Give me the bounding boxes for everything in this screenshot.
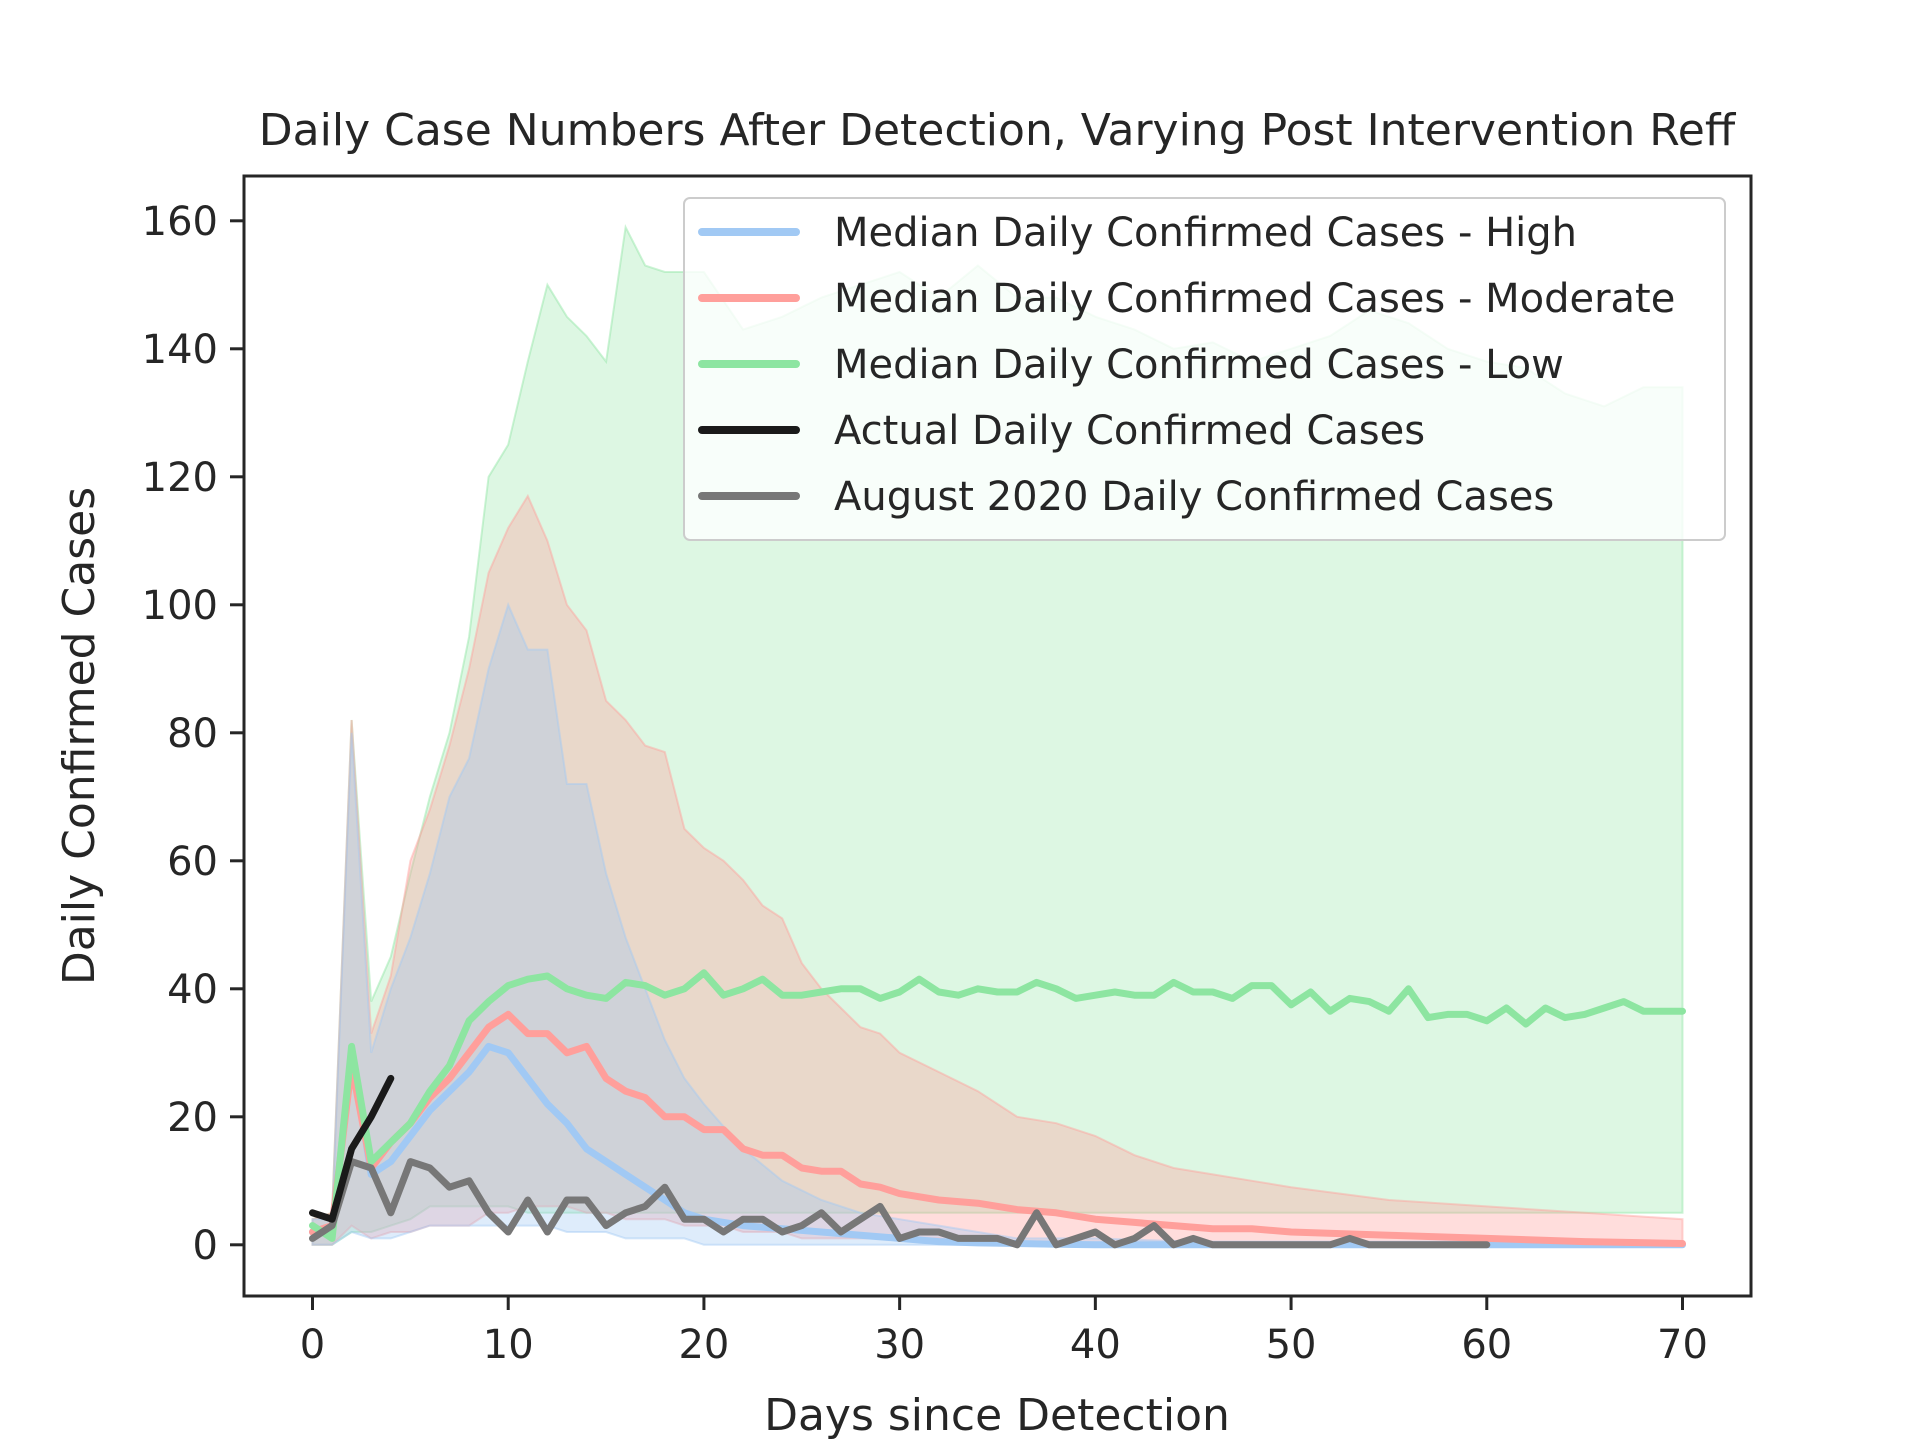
y-tick-label: 40 (167, 967, 218, 1013)
legend: Median Daily Confirmed Cases - High Media… (683, 197, 1726, 541)
series-line-august-2020-daily-confirmed-cases (309, 1158, 1491, 1249)
y-axis-label: Daily Confirmed Cases (54, 487, 105, 985)
y-tick-label: 140 (142, 327, 218, 373)
series-lines (309, 969, 1686, 1249)
x-tick-label: 40 (1070, 1322, 1121, 1368)
x-tick-label: 0 (300, 1322, 325, 1368)
x-tick-label: 50 (1266, 1322, 1317, 1368)
series-line-median-daily-confirmed-cases-moderate (309, 1010, 1686, 1247)
y-tick-label: 80 (167, 711, 218, 757)
legend-box (683, 197, 1726, 541)
legend-label: August 2020 Daily Confirmed Cases (834, 474, 1554, 520)
y-tick-label: 20 (167, 1095, 218, 1141)
x-axis: 0 10 20 30 40 50 60 70 (300, 1296, 1708, 1368)
x-tick-label: 30 (874, 1322, 925, 1368)
legend-label: Median Daily Confirmed Cases - Moderate (834, 276, 1675, 322)
x-tick-label: 60 (1461, 1322, 1512, 1368)
plot-frame (242, 174, 1753, 1298)
x-tick-label: 10 (483, 1322, 534, 1368)
y-tick-label: 0 (193, 1223, 218, 1269)
x-axis-label: Days since Detection (764, 1390, 1230, 1440)
y-axis: 0 20 40 60 80 100 120 140 160 (142, 199, 244, 1269)
y-tick-label: 60 (167, 839, 218, 885)
legend-label: Actual Daily Confirmed Cases (834, 408, 1425, 454)
x-tick-label: 20 (678, 1322, 729, 1368)
legend-label: Median Daily Confirmed Cases - Low (834, 342, 1564, 388)
series-line-actual-daily-confirmed-cases (309, 1074, 395, 1223)
x-tick-label: 70 (1657, 1322, 1708, 1368)
y-tick-label: 100 (142, 583, 218, 629)
series-line-median-daily-confirmed-cases-high (309, 1042, 1686, 1249)
chart-title: Daily Case Numbers After Detection, Vary… (259, 105, 1737, 156)
y-tick-label: 120 (142, 455, 218, 501)
legend-label: Median Daily Confirmed Cases - High (834, 210, 1577, 256)
y-tick-label: 160 (142, 199, 218, 245)
series-line-median-daily-confirmed-cases-low (309, 969, 1686, 1242)
